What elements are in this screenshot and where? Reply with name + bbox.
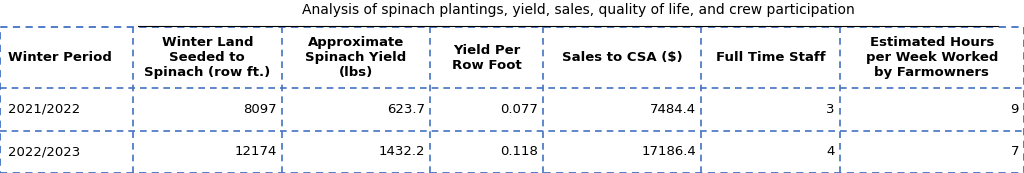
Text: 9: 9 (1011, 103, 1019, 116)
Text: Approximate
Spinach Yield
(lbs): Approximate Spinach Yield (lbs) (305, 36, 407, 79)
Text: Estimated Hours
per Week Worked
by Farmowners: Estimated Hours per Week Worked by Farmo… (865, 36, 998, 79)
Text: Winter Land
Seeded to
Spinach (row ft.): Winter Land Seeded to Spinach (row ft.) (144, 36, 270, 79)
Text: 0.118: 0.118 (500, 145, 538, 158)
Text: 17186.4: 17186.4 (642, 145, 696, 158)
Text: Full Time Staff: Full Time Staff (716, 51, 825, 64)
Text: 8097: 8097 (243, 103, 276, 116)
Text: 2022/2023: 2022/2023 (8, 145, 81, 158)
Text: Yield Per
Row Foot: Yield Per Row Foot (452, 44, 521, 71)
Text: 7: 7 (1011, 145, 1019, 158)
Text: Winter Period: Winter Period (8, 51, 112, 64)
Text: 623.7: 623.7 (387, 103, 425, 116)
Text: 4: 4 (826, 145, 835, 158)
Text: 2021/2022: 2021/2022 (8, 103, 81, 116)
Text: Sales to CSA ($): Sales to CSA ($) (562, 51, 682, 64)
Text: 7484.4: 7484.4 (650, 103, 696, 116)
Text: Analysis of spinach plantings, yield, sales, quality of life, and crew participa: Analysis of spinach plantings, yield, sa… (302, 3, 855, 17)
Text: 1432.2: 1432.2 (379, 145, 425, 158)
Text: 0.077: 0.077 (500, 103, 538, 116)
Text: 12174: 12174 (234, 145, 276, 158)
Text: 3: 3 (826, 103, 835, 116)
